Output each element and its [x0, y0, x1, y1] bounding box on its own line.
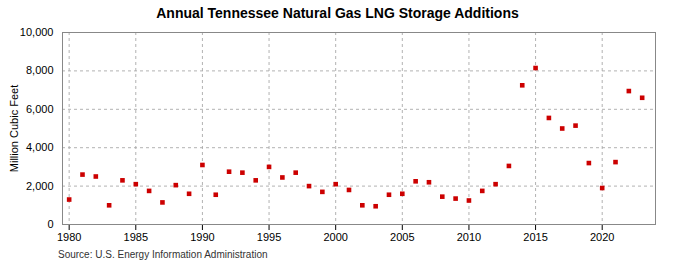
svg-text:2,000: 2,000 — [26, 180, 54, 192]
svg-text:2005: 2005 — [390, 231, 414, 243]
svg-text:1985: 1985 — [124, 231, 148, 243]
svg-text:8,000: 8,000 — [26, 64, 54, 76]
svg-text:1990: 1990 — [190, 231, 214, 243]
svg-text:1995: 1995 — [257, 231, 281, 243]
svg-text:2000: 2000 — [323, 231, 347, 243]
svg-text:Million Cubic Feet: Million Cubic Feet — [8, 85, 20, 172]
svg-text:4,000: 4,000 — [26, 141, 54, 153]
svg-text:1980: 1980 — [57, 231, 81, 243]
html-text:Source: U.S. Energy Informatio: Source: U.S. Energy Information Administ… — [58, 249, 268, 260]
svg-text:10,000: 10,000 — [20, 26, 54, 38]
svg-text:6,000: 6,000 — [26, 103, 54, 115]
svg-text:2015: 2015 — [523, 231, 547, 243]
svg-text:0: 0 — [47, 218, 53, 230]
html-text:Annual Tennessee Natural Gas L: Annual Tennessee Natural Gas LNG Storage… — [156, 5, 519, 21]
svg-text:2020: 2020 — [590, 231, 614, 243]
svg-text:2010: 2010 — [457, 231, 481, 243]
